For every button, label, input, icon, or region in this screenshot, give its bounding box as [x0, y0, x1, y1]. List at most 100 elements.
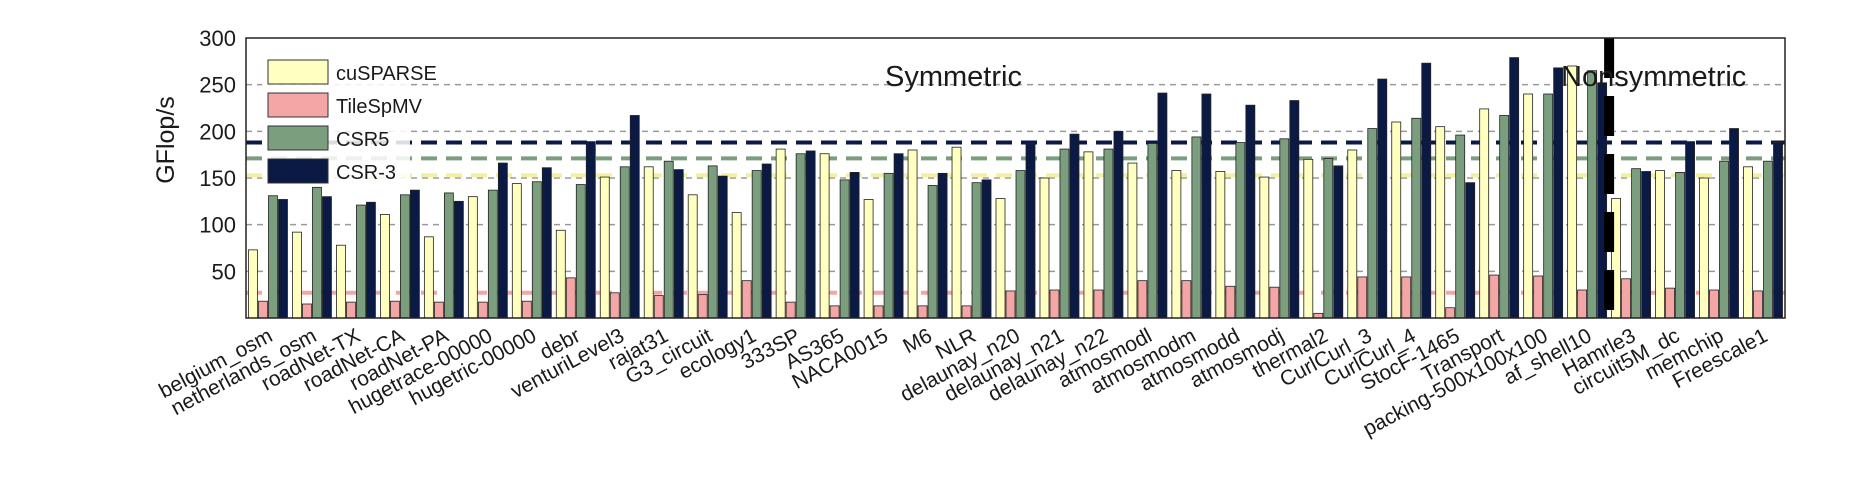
bar-cusparse-venturilevel3 — [599, 176, 610, 319]
bar-csr-3-thermal2 — [1333, 165, 1344, 319]
bar-cusparse-roadnet-tx — [336, 244, 346, 319]
bar-tilespmv-atmosmodm — [1181, 280, 1192, 319]
legend-label-csr5: CSR5 — [336, 129, 389, 151]
bar-csr5-atmosmodl — [1147, 143, 1158, 319]
bar-csr5-netherlands-osm — [312, 186, 322, 319]
bar-cusparse-atmosmodj — [1259, 176, 1270, 319]
bar-csr5-atmosmodm — [1191, 136, 1202, 319]
bar-csr-3-belgium-osm — [278, 199, 288, 319]
bar-csr-3-venturilevel3 — [629, 115, 640, 319]
bar-tilespmv-memchip — [1709, 289, 1719, 319]
bar-csr5-debr — [575, 184, 586, 319]
bar-csr5-rajat31 — [663, 160, 674, 319]
y-tick-label-100: 100 — [199, 213, 236, 238]
bar-tilespmv-delaunay-n20 — [1005, 290, 1016, 319]
bar-cusparse-netherlands-osm — [292, 231, 302, 319]
y-tick-label-50: 50 — [212, 259, 236, 284]
bar-csr-3-netherlands-osm — [322, 196, 332, 319]
bar-tilespmv-roadnet-ca — [389, 300, 400, 319]
bar-csr5-venturilevel3 — [619, 166, 630, 319]
bar-cusparse-delaunay-n22 — [1083, 151, 1094, 319]
bar-csr5-atmosmodj — [1279, 138, 1290, 319]
bar-tilespmv-curlcurl-3 — [1357, 276, 1368, 319]
bar-tilespmv-debr — [565, 277, 576, 319]
x-tick-labels: belgium_osmnetherlands_osmroadNet-TXroad… — [155, 324, 1771, 441]
bar-cusparse-nlr — [951, 146, 962, 319]
bar-csr5-ecology1 — [751, 170, 762, 319]
bar-csr5-atmosmodd — [1235, 142, 1246, 319]
y-axis-label: GFlop/s — [152, 96, 180, 184]
bar-tilespmv-delaunay-n22 — [1093, 289, 1104, 319]
bar-cusparse-ecology1 — [731, 212, 742, 319]
bar-cusparse-debr — [555, 229, 566, 319]
bar-csr5-memchip — [1719, 160, 1729, 319]
bar-tilespmv-freescale1 — [1753, 290, 1763, 319]
bar-tilespmv-hugetrace-00000 — [477, 301, 488, 319]
bar-csr-3-memchip — [1729, 128, 1739, 319]
y-tick-label-250: 250 — [199, 73, 236, 98]
bar-cusparse-circuit5m-dc — [1655, 170, 1665, 319]
bar-cusparse-delaunay-n20 — [995, 198, 1006, 319]
plot-frame — [245, 37, 1786, 319]
bar-tilespmv-packing-500x100x100 — [1533, 275, 1544, 319]
legend: cuSPARSE TileSpMV CSR5 CSR-3 — [262, 53, 437, 185]
annotation-symmetric: Symmetric — [885, 61, 1022, 93]
legend-swatch-csr-3 — [267, 158, 329, 184]
bar-tilespmv-naca0015 — [873, 305, 884, 319]
bar-tilespmv-transport — [1489, 274, 1500, 319]
bar-tilespmv-atmosmodj — [1269, 286, 1280, 319]
bar-csr-3-nlr — [981, 179, 992, 319]
bar-cusparse-packing-500x100x100 — [1523, 93, 1534, 319]
bar-tilespmv-af-shell10 — [1577, 289, 1588, 319]
bar-csr5-hugetric-00000 — [531, 181, 542, 319]
legend-label-csr-3: CSR-3 — [336, 162, 396, 184]
legend-label-cusparse: cuSPARSE — [336, 63, 437, 85]
bar-csr5-thermal2 — [1323, 157, 1334, 319]
bar-cusparse-curlcurl-3 — [1347, 149, 1358, 319]
bar-csr-3-atmosmodd — [1245, 104, 1256, 319]
bar-tilespmv-atmosmodd — [1225, 285, 1236, 319]
bar-csr-3-hamrle3 — [1641, 171, 1651, 319]
y-tick-labels: 50 100 150 200 250 300 — [199, 26, 236, 284]
bar-cusparse-m6 — [907, 149, 918, 319]
bar-csr-3-atmosmodl — [1157, 92, 1168, 319]
bar-csr5-delaunay-n21 — [1059, 148, 1070, 319]
bar-cusparse-naca0015 — [863, 199, 874, 319]
bar-tilespmv-atmosmodl — [1137, 280, 1148, 319]
bar-tilespmv-roadnet-pa — [433, 301, 444, 319]
bar-csr-3-circuit5m-dc — [1685, 141, 1695, 319]
legend-label-tilespmv: TileSpMV — [336, 96, 423, 118]
bar-csr5-delaunay-n22 — [1103, 148, 1114, 319]
bar-csr5-stocf-1465 — [1455, 134, 1466, 319]
bar-cusparse-freescale1 — [1743, 166, 1753, 319]
bar-tilespmv-hugetric-00000 — [521, 300, 532, 319]
bar-csr5-333sp — [795, 153, 806, 319]
bar-csr-3-atmosmodj — [1289, 100, 1300, 319]
bar-cusparse-transport — [1479, 108, 1490, 319]
bar-cusparse-atmosmodd — [1215, 171, 1226, 319]
bar-csr-3-stocf-1465 — [1465, 182, 1476, 319]
bar-cusparse-as365 — [819, 153, 830, 319]
y-tick-label-200: 200 — [199, 119, 236, 144]
bar-csr5-hugetrace-00000 — [487, 189, 498, 319]
legend-swatch-csr5 — [267, 125, 329, 151]
bar-tilespmv-curlcurl-4 — [1401, 276, 1412, 319]
bar-cusparse-hugetrace-00000 — [467, 196, 478, 319]
bar-tilespmv-rajat31 — [653, 295, 664, 319]
bar-tilespmv-ecology1 — [741, 280, 752, 319]
bar-cusparse-rajat31 — [643, 166, 654, 319]
bar-csr5-curlcurl-3 — [1367, 128, 1378, 319]
bar-csr5-packing-500x100x100 — [1543, 93, 1554, 319]
bar-cusparse-memchip — [1699, 177, 1709, 319]
bar-cusparse-g3-circuit — [687, 194, 698, 319]
bar-cusparse-delaunay-n21 — [1039, 177, 1050, 319]
bar-csr-3-m6 — [937, 172, 948, 319]
bar-tilespmv-nlr — [961, 305, 972, 319]
bar-csr-3-delaunay-n21 — [1069, 133, 1080, 319]
bar-csr-3-hugetrace-00000 — [497, 162, 508, 319]
bar-csr-3-hugetric-00000 — [541, 167, 552, 319]
bar-csr-3-as365 — [849, 171, 860, 319]
bar-csr5-roadnet-pa — [443, 192, 454, 319]
bar-cusparse-atmosmodl — [1127, 162, 1138, 319]
y-tick-label-300: 300 — [199, 26, 236, 51]
